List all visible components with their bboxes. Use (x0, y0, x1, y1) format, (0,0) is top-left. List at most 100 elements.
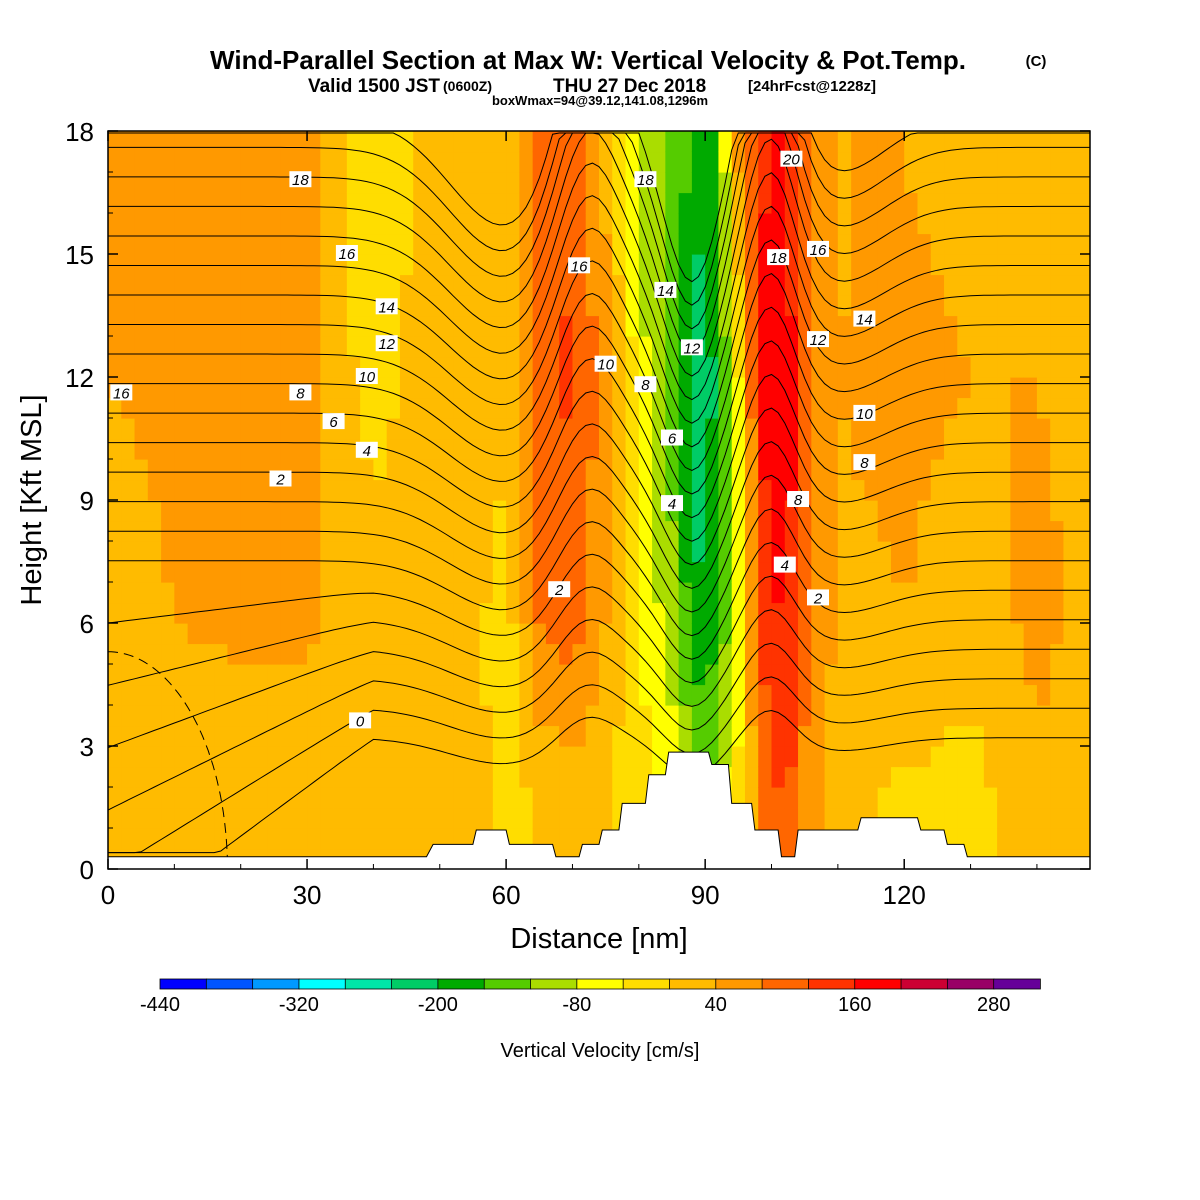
velocity-cell (346, 336, 361, 358)
velocity-cell (373, 315, 388, 337)
velocity-cell (625, 274, 640, 296)
velocity-cell (307, 356, 321, 378)
velocity-cell (585, 828, 600, 850)
velocity-cell (293, 295, 308, 317)
velocity-cell (758, 623, 773, 645)
velocity-cell (267, 438, 282, 460)
contour-label: 10 (355, 368, 378, 386)
colorbar-swatch (530, 978, 578, 990)
velocity-cell (612, 274, 627, 296)
velocity-cell (758, 336, 773, 358)
velocity-cell (970, 623, 985, 645)
velocity-cell (559, 684, 574, 706)
velocity-cell (1036, 213, 1051, 235)
velocity-cell (134, 274, 149, 296)
velocity-cell (466, 643, 481, 665)
velocity-cell (824, 746, 839, 768)
velocity-cell (970, 213, 985, 235)
velocity-cell (1010, 766, 1025, 788)
velocity-cell (1036, 254, 1051, 276)
velocity-cell (798, 418, 812, 440)
velocity-cell (386, 315, 401, 337)
velocity-cell (240, 397, 255, 419)
velocity-cell (108, 684, 122, 706)
velocity-cell (771, 315, 786, 337)
velocity-cell (121, 336, 136, 358)
velocity-cell (837, 418, 852, 440)
velocity-cell (320, 602, 335, 624)
velocity-cell (373, 623, 388, 645)
velocity-cell (678, 213, 693, 235)
velocity-cell (864, 274, 879, 296)
velocity-cell (599, 500, 613, 522)
velocity-cell (161, 787, 175, 809)
velocity-cell (625, 438, 640, 460)
velocity-cell (453, 459, 467, 481)
velocity-cell (413, 500, 428, 522)
velocity-cell (227, 602, 242, 624)
velocity-cell (837, 520, 852, 542)
velocity-cell (307, 500, 321, 522)
velocity-cell (413, 172, 428, 194)
colorbar-swatch (205, 978, 254, 990)
velocity-cell (373, 151, 388, 173)
velocity-cell (373, 541, 388, 563)
velocity-cell (413, 377, 428, 399)
velocity-cell (599, 213, 613, 235)
velocity-cell (559, 643, 574, 665)
velocity-cell (479, 295, 494, 317)
velocity-cell (1076, 192, 1090, 214)
velocity-cell (373, 459, 388, 481)
velocity-cell (161, 541, 175, 563)
velocity-cell (585, 725, 600, 747)
velocity-cell (665, 582, 680, 604)
velocity-cell (1036, 643, 1051, 665)
velocity-cell (983, 131, 998, 153)
velocity-cell (506, 131, 520, 153)
terrain-profile (108, 751, 1090, 869)
velocity-cell (320, 787, 335, 809)
velocity-cell (413, 520, 428, 542)
contour-label: 16 (110, 384, 133, 402)
velocity-cell (784, 746, 799, 768)
velocity-cell (904, 172, 919, 194)
velocity-cell (824, 397, 839, 419)
velocity-cell (559, 418, 574, 440)
velocity-cell (280, 500, 295, 522)
velocity-cell (917, 746, 932, 768)
velocity-cell (479, 684, 494, 706)
velocity-cell (333, 356, 348, 378)
velocity-cell (957, 377, 972, 399)
velocity-cell (174, 315, 189, 337)
velocity-cell (944, 807, 958, 829)
velocity-cell (1076, 418, 1090, 440)
velocity-cell (506, 438, 520, 460)
velocity-cell (174, 582, 189, 604)
velocity-cell (1023, 459, 1038, 481)
velocity-cell (519, 705, 534, 727)
velocity-cell (439, 192, 454, 214)
velocity-cell (426, 336, 441, 358)
velocity-cell (267, 787, 282, 809)
velocity-cell (811, 356, 826, 378)
velocity-cell (957, 684, 972, 706)
velocity-cell (798, 274, 812, 296)
velocity-cell (320, 131, 335, 153)
velocity-cell (917, 623, 932, 645)
velocity-cell (386, 828, 401, 850)
velocity-cell (200, 828, 215, 850)
velocity-cell (930, 684, 945, 706)
velocity-cell (612, 479, 627, 501)
velocity-cell (147, 746, 162, 768)
velocity-cell (1036, 561, 1051, 583)
velocity-cell (506, 561, 520, 583)
velocity-cell (174, 397, 189, 419)
velocity-cell (638, 746, 653, 768)
contour-label: 4 (355, 441, 378, 460)
velocity-cell (1023, 582, 1038, 604)
velocity-cell (1036, 479, 1051, 501)
contour-label: 16 (807, 240, 829, 259)
velocity-cell (214, 746, 229, 768)
velocity-cell (174, 131, 189, 153)
velocity-cell (585, 336, 600, 358)
